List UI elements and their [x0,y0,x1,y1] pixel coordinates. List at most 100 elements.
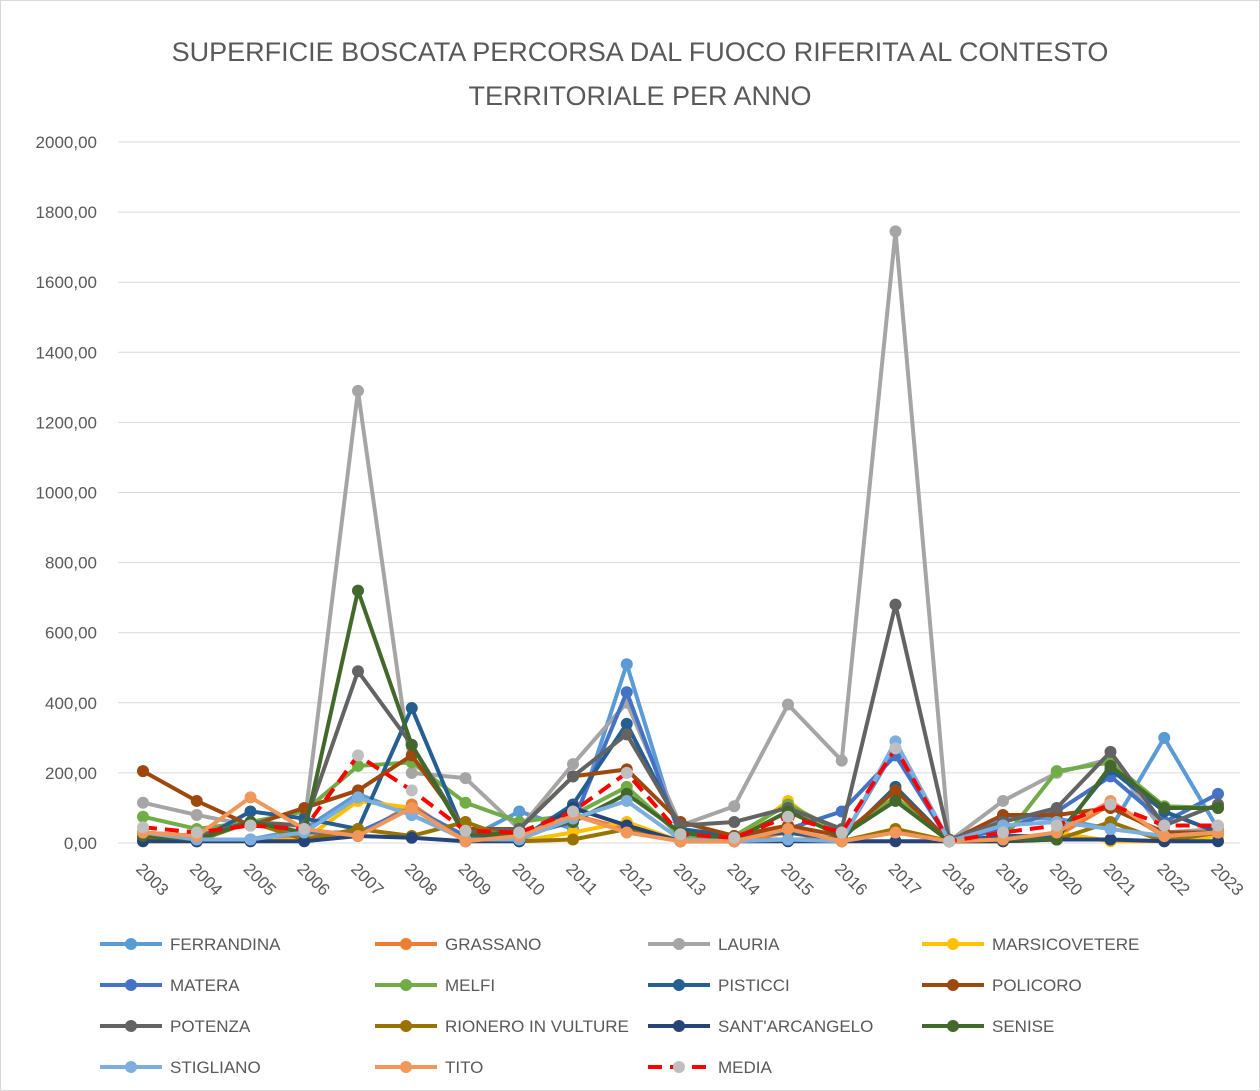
legend-label: MELFI [445,976,495,995]
legend-marker [400,938,412,950]
data-point [1158,829,1171,842]
data-point [620,717,633,730]
data-point [620,686,633,699]
data-point [405,801,418,814]
data-point [405,766,418,779]
legend-marker [125,938,137,950]
data-point [782,833,794,846]
data-point [728,831,741,844]
data-point [835,754,848,767]
data-point [728,815,741,828]
data-point [889,826,902,839]
legend-label: MATERA [170,976,240,995]
data-point [1050,765,1063,778]
data-point [567,833,579,846]
legend-marker [673,979,685,991]
y-tick-label: 1400,00 [36,343,97,362]
data-point [620,658,633,671]
y-tick-label: 1000,00 [36,484,97,503]
data-point [137,796,149,809]
legend-marker [947,1020,959,1032]
legend-marker [673,938,685,950]
legend-marker [400,1061,412,1073]
data-point [1104,833,1117,846]
legend-label: POLICORO [992,976,1082,995]
legend-marker [125,979,137,991]
data-point [889,794,902,807]
legend-label: STIGLIANO [170,1058,261,1077]
data-point [137,821,149,834]
data-point [1212,801,1224,814]
data-point [352,791,364,804]
legend-marker [673,1061,685,1073]
data-point [1050,801,1063,814]
data-point [889,598,902,611]
data-point [1104,822,1117,835]
data-point [405,738,418,751]
data-point [674,828,687,841]
data-point [459,796,472,809]
data-point [782,822,794,835]
data-point [244,791,257,804]
data-point [244,833,257,846]
data-point [137,810,149,823]
data-point [889,784,902,797]
data-point [137,765,149,778]
y-tick-label: 1800,00 [36,203,97,222]
legend-label: SANT'ARCANGELO [718,1017,873,1036]
data-point [889,835,902,848]
legend-marker [673,1020,685,1032]
data-point [352,384,364,397]
data-point [405,702,418,715]
y-tick-label: 400,00 [45,694,97,713]
chart-title: SUPERFICIE BOSCATA PERCORSA DAL FUOCO RI… [171,37,1109,111]
data-point [943,835,956,848]
data-point [620,794,633,807]
legend-label: GRASSANO [445,935,541,954]
data-point [997,826,1009,839]
legend-marker [947,938,959,950]
data-point [190,826,203,839]
y-tick-label: 1200,00 [36,413,97,432]
data-point [782,698,794,711]
data-point [620,728,633,741]
data-point [1212,819,1224,832]
data-point [513,826,526,839]
data-point [889,225,902,238]
data-point [459,835,472,848]
y-tick-label: 800,00 [45,554,97,573]
data-point [513,805,526,818]
data-point [352,665,364,678]
data-point [352,749,364,762]
data-point [782,810,794,823]
data-point [1212,835,1224,848]
legend-label: PISTICCI [718,976,790,995]
data-point [352,759,364,772]
data-point [997,794,1009,807]
y-tick-label: 1600,00 [36,273,97,292]
y-tick-label: 2000,00 [36,133,97,152]
data-point [190,808,203,821]
data-point [1050,819,1063,832]
data-point [352,829,364,842]
legend-marker [400,1020,412,1032]
data-point [459,824,472,837]
legend-label: SENISE [992,1017,1054,1036]
legend-marker [400,979,412,991]
legend-marker [125,1020,137,1032]
legend-label: FERRANDINA [170,935,281,954]
data-point [244,805,257,818]
data-point [1104,745,1117,758]
legend-label: LAURIA [718,935,780,954]
legend-label: MARSICOVETERE [992,935,1139,954]
data-point [567,805,579,818]
data-point [405,831,418,844]
y-tick-label: 200,00 [45,764,97,783]
data-point [1212,787,1224,800]
legend-marker [947,979,959,991]
data-point [620,766,633,779]
data-point [567,758,579,771]
